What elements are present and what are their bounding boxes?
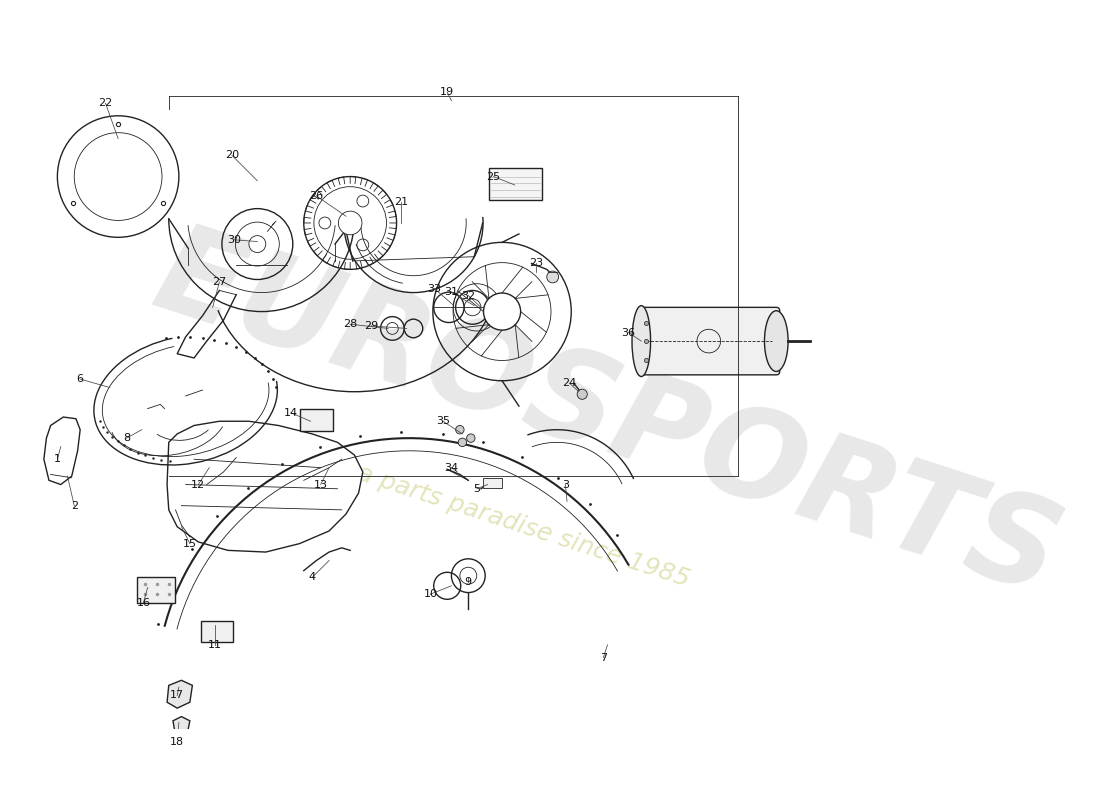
- Polygon shape: [167, 680, 192, 708]
- Text: 16: 16: [136, 598, 151, 608]
- Text: 25: 25: [486, 171, 500, 182]
- Text: 3: 3: [562, 479, 569, 490]
- Circle shape: [455, 426, 464, 434]
- Text: 13: 13: [314, 479, 328, 490]
- Text: 29: 29: [364, 321, 378, 331]
- Bar: [299, 409, 333, 430]
- Polygon shape: [44, 417, 80, 485]
- Text: 35: 35: [436, 416, 450, 426]
- Text: 2: 2: [70, 501, 78, 510]
- Circle shape: [339, 211, 362, 234]
- Text: 27: 27: [212, 277, 227, 287]
- Bar: [490, 168, 541, 200]
- Text: 7: 7: [600, 653, 607, 662]
- Text: EUROSPORTS: EUROSPORTS: [141, 214, 1075, 620]
- Text: a parts paradise since 1985: a parts paradise since 1985: [354, 462, 693, 592]
- Ellipse shape: [632, 306, 650, 377]
- Text: 9: 9: [464, 577, 472, 586]
- Bar: [484, 478, 502, 488]
- Text: 31: 31: [444, 287, 459, 297]
- Text: 10: 10: [424, 590, 438, 599]
- Polygon shape: [167, 422, 363, 552]
- Circle shape: [547, 271, 559, 283]
- Text: 32: 32: [461, 290, 475, 301]
- Polygon shape: [173, 717, 190, 746]
- Text: 15: 15: [183, 538, 197, 549]
- Text: 5: 5: [473, 484, 481, 494]
- Bar: [136, 578, 175, 602]
- Text: 17: 17: [170, 690, 185, 701]
- Text: 6: 6: [77, 374, 84, 384]
- Text: 34: 34: [444, 462, 459, 473]
- Text: 18: 18: [170, 737, 185, 747]
- Text: 23: 23: [529, 258, 543, 269]
- Text: 8: 8: [123, 433, 130, 443]
- Ellipse shape: [764, 310, 788, 371]
- Text: 19: 19: [440, 87, 454, 97]
- Circle shape: [249, 236, 266, 253]
- Bar: [201, 622, 233, 642]
- Circle shape: [484, 293, 520, 330]
- Text: 22: 22: [98, 98, 112, 108]
- Text: 36: 36: [621, 328, 636, 338]
- Text: 33: 33: [428, 284, 441, 294]
- Text: 1: 1: [54, 454, 60, 464]
- Text: 12: 12: [191, 479, 206, 490]
- Text: 4: 4: [309, 572, 316, 582]
- Text: 11: 11: [208, 640, 222, 650]
- Text: 26: 26: [309, 191, 323, 201]
- Text: 14: 14: [284, 408, 298, 418]
- Text: 21: 21: [394, 197, 408, 207]
- Text: 24: 24: [562, 378, 576, 388]
- Circle shape: [466, 434, 475, 442]
- Text: 28: 28: [343, 319, 358, 330]
- Text: 30: 30: [228, 235, 242, 245]
- Circle shape: [459, 438, 466, 446]
- Circle shape: [578, 389, 587, 399]
- FancyBboxPatch shape: [638, 307, 780, 375]
- Text: 20: 20: [226, 150, 239, 161]
